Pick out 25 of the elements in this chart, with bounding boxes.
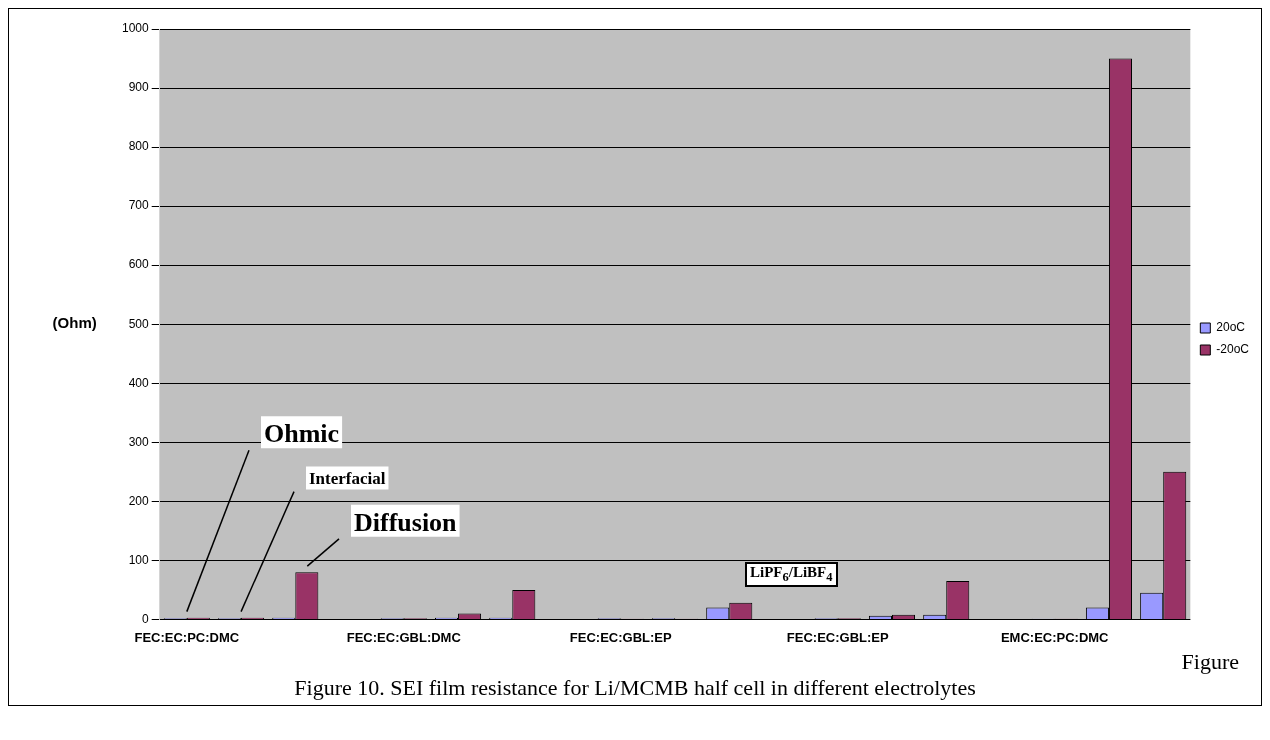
x-tick-label: FEC:EC:GBL:DMC [346, 629, 462, 645]
legend-label: 20oC [1216, 320, 1246, 335]
annotation: Ohmic [264, 419, 340, 449]
text: Figure [1180, 649, 1240, 675]
x-tick-label: FEC:EC:GBL:EP [569, 629, 672, 645]
annotation: Diffusion [354, 507, 458, 537]
annotation: LiPF$_{6}$/LiBF$_{4}$ [745, 562, 838, 587]
y-tick-label: 300 [128, 434, 150, 449]
y-tick-label: 900 [128, 80, 150, 95]
y-tick-label: 700 [128, 198, 150, 213]
y-tick-label: 500 [128, 316, 150, 331]
y-tick-label: 600 [128, 257, 150, 272]
y-tick-label: 1000 [121, 21, 150, 36]
annotation: Interfacial [309, 468, 386, 488]
x-tick-label: EMC:EC:PC:DMC [1000, 629, 1110, 645]
y-tick-label: 200 [128, 493, 150, 508]
x-tick-label: FEC:EC:PC:DMC [134, 629, 240, 645]
y-tick-label: 800 [128, 139, 150, 154]
x-tick-label: FEC:EC:GBL:EP [786, 629, 889, 645]
y-tick-label: 400 [128, 375, 150, 390]
legend-label: -20oC [1216, 342, 1250, 357]
y-tick-label: 100 [128, 552, 150, 567]
y-tick-label: 0 [142, 611, 150, 626]
text: Figure 10. SEI film resistance for Li/MCMB half cell in different electrolytes [293, 675, 977, 702]
y-axis-title: (Ohm) [52, 314, 97, 332]
